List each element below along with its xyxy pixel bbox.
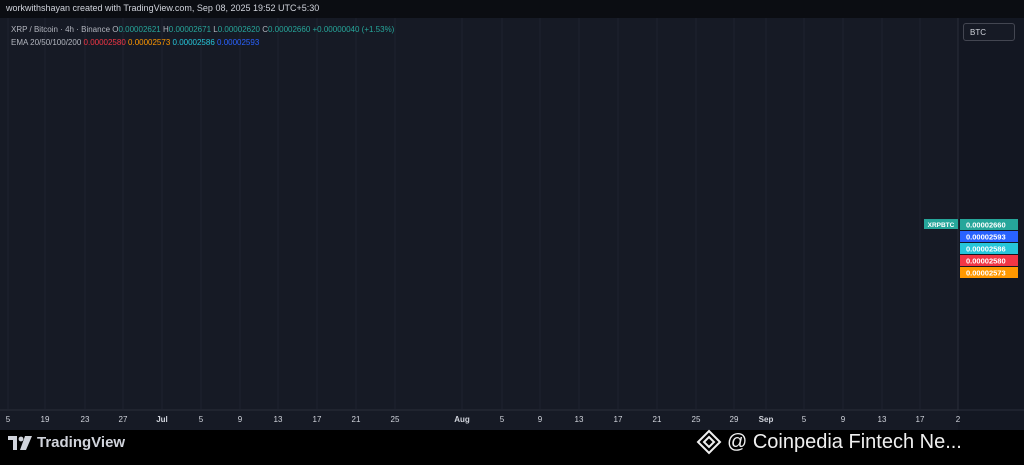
x-tick-label: 27 [119,415,128,424]
x-tick-label: 2 [956,415,961,424]
x-tick-label: 5 [199,415,204,424]
x-tick-label: 17 [916,415,925,424]
low-label: L [213,25,218,34]
x-tick-label: 23 [81,415,90,424]
x-tick-label: 17 [614,415,623,424]
chart-canvas[interactable]: 0.000034000.000033000.000032000.00003100… [0,18,1024,430]
tradingview-logo-icon [8,435,32,450]
change-value: +0.00000040 (+1.53%) [312,25,395,34]
x-tick-label: 9 [841,415,846,424]
ema-legend: EMA 20/50/100/200 0.00002580 0.00002573 … [11,38,259,47]
ema100-value: 0.00002586 [172,38,215,47]
ohlc-legend: XRP / Bitcoin · 4h · Binance O0.00002621… [11,25,394,34]
open-value: 0.00002621 [118,25,161,34]
x-tick-label: 5 [802,415,807,424]
chart-panel[interactable]: 0.000034000.000033000.000032000.00003100… [0,18,1024,430]
x-tick-label: 25 [391,415,400,424]
x-tick-label: 13 [575,415,584,424]
price-label-text: 0.00002593 [966,233,1006,242]
symbol-title[interactable]: XRP / Bitcoin · 4h · Binance [11,25,111,34]
x-tick-label: Jul [156,415,168,424]
x-tick-label: 21 [653,415,662,424]
x-tick-label: 21 [352,415,361,424]
price-label [960,231,1018,242]
credit-text: workwithshayan created with TradingView.… [6,3,320,13]
x-tick-label: 29 [730,415,739,424]
x-tick-label: Aug [454,415,470,424]
x-tick-label: Sep [759,415,774,424]
x-tick-label: 9 [538,415,543,424]
coinpedia-watermark: @ Coinpedia Fintech Ne... [696,429,962,455]
price-label-text: 0.00002573 [966,269,1006,278]
ema200-value: 0.00002593 [217,38,260,47]
symbol-price-tag-text: XRPBTC [928,222,955,229]
high-value: 0.00002671 [168,25,212,34]
watermark-text: @ Coinpedia Fintech Ne... [727,430,962,453]
ema50-value: 0.00002573 [128,38,171,47]
tradingview-logo-text: TradingView [37,434,126,451]
low-value: 0.00002620 [217,25,260,34]
x-tick-label: 13 [878,415,887,424]
x-tick-label: 17 [313,415,322,424]
price-label-text: 0.00002660 [966,221,1006,230]
coinpedia-logo-icon [696,429,722,455]
credit-bar: workwithshayan created with TradingView.… [0,0,1024,18]
x-tick-label: 25 [692,415,701,424]
x-tick-label: 19 [41,415,50,424]
high-label: H [162,25,169,34]
price-label [960,219,1018,230]
x-tick-label: 9 [238,415,243,424]
branding-bar: TradingView @ Coinpedia Fintech Ne... [0,429,1024,465]
ema20-value: 0.00002580 [83,38,126,47]
x-tick-label: 5 [500,415,505,424]
price-label [960,243,1018,254]
currency-button[interactable]: BTC [963,23,1015,41]
price-label [960,267,1018,278]
price-label [960,255,1018,266]
ema-label[interactable]: EMA 20/50/100/200 [11,38,82,47]
x-tick-label: 5 [6,415,11,424]
close-value: 0.00002660 [268,25,311,34]
price-label-text: 0.00002580 [966,257,1006,266]
tradingview-logo[interactable]: TradingView [8,434,125,451]
open-label: O [112,25,119,34]
x-tick-label: 13 [274,415,283,424]
price-label-text: 0.00002586 [966,245,1006,254]
close-label: C [262,25,268,34]
symbol-price-tag [924,219,958,229]
